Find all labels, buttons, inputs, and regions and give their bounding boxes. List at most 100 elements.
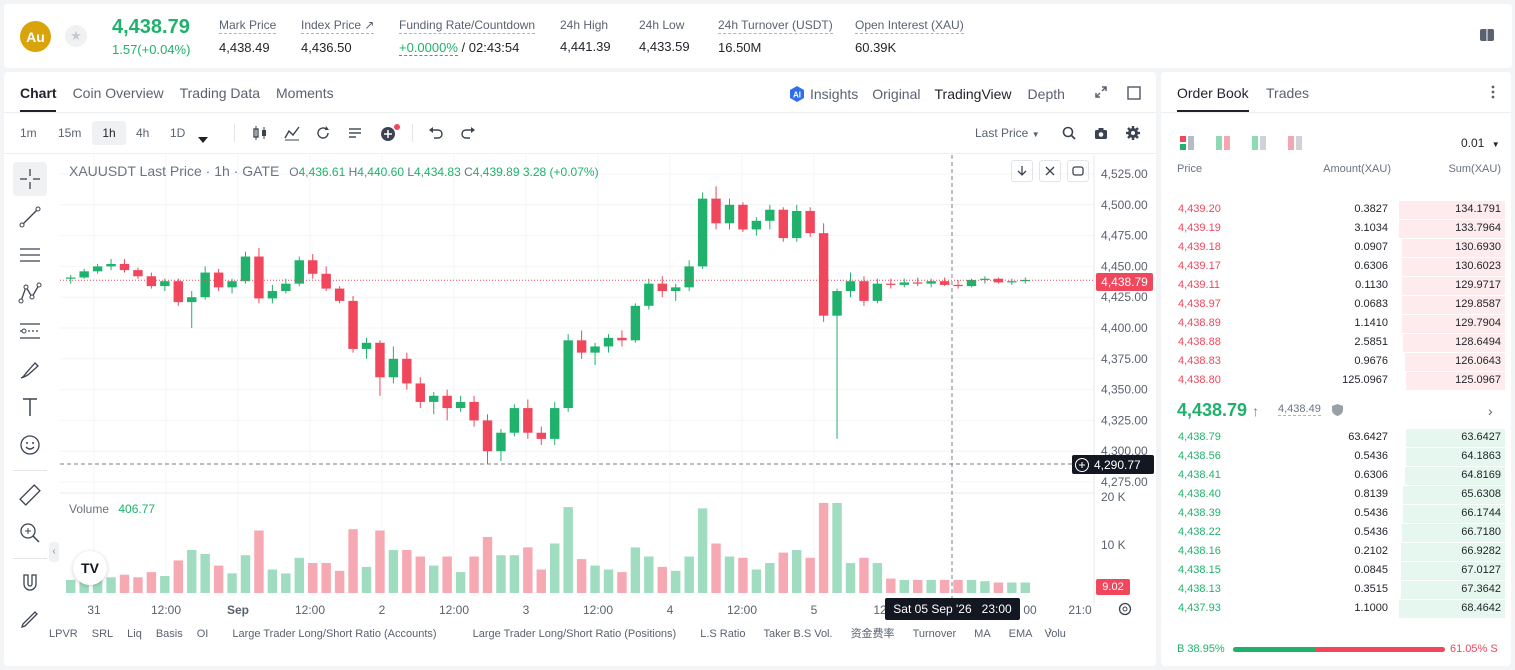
price-type-select[interactable]: Last Price ▼ xyxy=(975,126,1040,140)
interval-4h[interactable]: 4h xyxy=(136,126,150,140)
camera-icon[interactable] xyxy=(1094,126,1108,140)
bid-sum: 65.6308 xyxy=(1461,488,1501,500)
scroll-down-icon[interactable] xyxy=(1011,160,1033,182)
tab-trading-data[interactable]: Trading Data xyxy=(179,85,261,101)
undo-icon[interactable] xyxy=(428,126,444,140)
bid-row[interactable]: 4,438.39 0.5436 66.1744 xyxy=(1166,504,1508,523)
ob-more-chevron-icon[interactable]: › xyxy=(1488,403,1493,419)
view-insights[interactable]: Insights xyxy=(810,86,859,102)
ask-amount: 0.3827 xyxy=(1354,203,1388,215)
favorite-star-icon[interactable]: ★ xyxy=(65,25,87,47)
lock-draw-tool-icon[interactable] xyxy=(13,604,47,634)
ask-row[interactable]: 4,439.20 0.3827 134.1791 xyxy=(1166,200,1508,219)
ask-row[interactable]: 4,439.19 3.1034 133.7964 xyxy=(1166,219,1508,238)
candle-body xyxy=(523,408,533,433)
bid-row[interactable]: 4,438.22 0.5436 66.7180 xyxy=(1166,523,1508,542)
bid-row[interactable]: 4,438.13 0.3515 67.3642 xyxy=(1166,580,1508,599)
tab-moments[interactable]: Moments xyxy=(276,85,334,101)
tradingview-logo[interactable]: TV xyxy=(73,551,107,585)
indicators-icon[interactable] xyxy=(284,125,300,141)
indicator-lpvr[interactable]: LPVR xyxy=(49,628,78,640)
bid-row[interactable]: 4,437.93 1.1000 68.4642 xyxy=(1166,599,1508,618)
ask-row[interactable]: 4,438.83 0.9676 126.0643 xyxy=(1166,352,1508,371)
indicator-liq[interactable]: Liq xyxy=(127,628,142,640)
ob-tab-trades[interactable]: Trades xyxy=(1266,85,1310,101)
horizontal-lines-tool-icon[interactable] xyxy=(13,238,47,272)
ask-row[interactable]: 4,439.18 0.0907 130.6930 xyxy=(1166,238,1508,257)
template-icon[interactable] xyxy=(347,125,363,141)
settings-gear-icon[interactable] xyxy=(1126,126,1140,140)
collapse-toolbar-button[interactable]: ‹ xyxy=(49,542,59,562)
refresh-icon[interactable] xyxy=(315,125,331,141)
indicator-ls-ratio[interactable]: L.S Ratio xyxy=(700,628,746,640)
zoom-in-tool-icon[interactable] xyxy=(13,516,47,550)
view-original[interactable]: Original xyxy=(872,86,921,102)
more-options-icon[interactable] xyxy=(1490,84,1496,100)
bid-row[interactable]: 4,438.16 0.2102 66.9282 xyxy=(1166,542,1508,561)
indicator-funding[interactable]: 资金费率 xyxy=(850,628,895,640)
price-chart[interactable]: 4,525.00 4,500.00 4,475.00 4,450.00 4,425.00… xyxy=(60,155,1156,625)
bid-row[interactable]: 4,438.79 63.6427 63.6427 xyxy=(1166,428,1508,447)
collapse-pane-icon[interactable] xyxy=(1039,160,1061,182)
indicator-turnover[interactable]: Turnover xyxy=(912,628,957,640)
ob-view-both-icon[interactable] xyxy=(1179,135,1195,151)
ob-view-asks-icon[interactable] xyxy=(1287,135,1303,151)
indicator-taker-vol[interactable]: Taker B.S Vol. xyxy=(763,628,833,640)
ob-tab-orderbook[interactable]: Order Book xyxy=(1177,85,1249,101)
candle-body xyxy=(926,281,936,284)
precision-select[interactable]: 0.01 ▼ xyxy=(1461,136,1500,150)
indicator-srl[interactable]: SRL xyxy=(91,628,114,640)
indicator-lt-positions[interactable]: Large Trader Long/Short Ratio (Positions… xyxy=(472,628,677,640)
tab-chart[interactable]: Chart xyxy=(20,85,57,101)
indicator-ema[interactable]: EMA xyxy=(1008,628,1033,640)
ask-row[interactable]: 4,439.17 0.6306 130.6023 xyxy=(1166,257,1508,276)
tab-coin-overview[interactable]: Coin Overview xyxy=(72,85,164,101)
interval-1h[interactable]: 1h xyxy=(92,121,126,145)
window-icon[interactable] xyxy=(1127,86,1141,100)
add-alert-icon[interactable] xyxy=(1074,457,1090,473)
text-tool-icon[interactable] xyxy=(13,390,47,424)
bid-row[interactable]: 4,438.40 0.8139 65.6308 xyxy=(1166,485,1508,504)
indicator-oi[interactable]: OI xyxy=(196,628,209,640)
indicator-scroll-right-icon[interactable]: › xyxy=(1048,623,1052,637)
interval-1m[interactable]: 1m xyxy=(20,126,37,140)
bid-row[interactable]: 4,438.15 0.0845 67.0127 xyxy=(1166,561,1508,580)
interval-15m[interactable]: 15m xyxy=(58,126,82,140)
volume-bar xyxy=(738,557,748,593)
trend-line-tool-icon[interactable] xyxy=(13,200,47,234)
expand-icon[interactable] xyxy=(1094,85,1108,99)
view-depth[interactable]: Depth xyxy=(1027,86,1065,102)
emoji-tool-icon[interactable] xyxy=(13,428,47,462)
interval-dropdown-icon[interactable] xyxy=(198,130,208,143)
ruler-tool-icon[interactable] xyxy=(13,478,47,512)
ask-row[interactable]: 4,438.89 1.1410 129.7904 xyxy=(1166,314,1508,333)
indicator-lt-accounts[interactable]: Large Trader Long/Short Ratio (Accounts) xyxy=(232,628,437,640)
ask-row[interactable]: 4,438.88 2.5851 128.6494 xyxy=(1166,333,1508,352)
view-tradingview[interactable]: TradingView xyxy=(934,86,1012,102)
magnet-tool-icon[interactable] xyxy=(13,566,47,600)
indicator-ma[interactable]: MA xyxy=(974,628,991,640)
interval-1d[interactable]: 1D xyxy=(170,126,186,140)
redo-icon[interactable] xyxy=(460,126,476,140)
ask-row[interactable]: 4,438.80 125.0967 125.0967 xyxy=(1166,371,1508,390)
maximize-pane-icon[interactable] xyxy=(1067,160,1089,182)
search-icon[interactable] xyxy=(1062,126,1076,140)
crosshair-tool-icon[interactable] xyxy=(13,162,47,196)
ask-row[interactable]: 4,438.97 0.0683 129.8587 xyxy=(1166,295,1508,314)
brush-tool-icon[interactable] xyxy=(13,352,47,386)
chart-settings-icon[interactable] xyxy=(1118,602,1132,616)
stat-index-price[interactable]: Index Price ↗ 4,436.50 xyxy=(301,18,375,55)
candle-type-icon[interactable] xyxy=(252,125,268,141)
pattern-tool-icon[interactable] xyxy=(13,276,47,310)
ob-view-bids-icon[interactable] xyxy=(1251,135,1267,151)
indicator-basis[interactable]: Basis xyxy=(155,628,183,640)
bid-row[interactable]: 4,438.56 0.5436 64.1863 xyxy=(1166,447,1508,466)
ob-view-buy-sell-icon[interactable] xyxy=(1215,135,1231,151)
book-icon[interactable] xyxy=(1479,28,1495,42)
y-tick-label: 4,525.00 xyxy=(1101,167,1148,181)
add-indicator-icon[interactable] xyxy=(379,123,401,143)
indicator-volume[interactable]: Volu xyxy=(1044,628,1066,640)
ask-row[interactable]: 4,439.11 0.1130 129.9717 xyxy=(1166,276,1508,295)
fib-tool-icon[interactable] xyxy=(13,314,47,348)
bid-row[interactable]: 4,438.41 0.6306 64.8169 xyxy=(1166,466,1508,485)
